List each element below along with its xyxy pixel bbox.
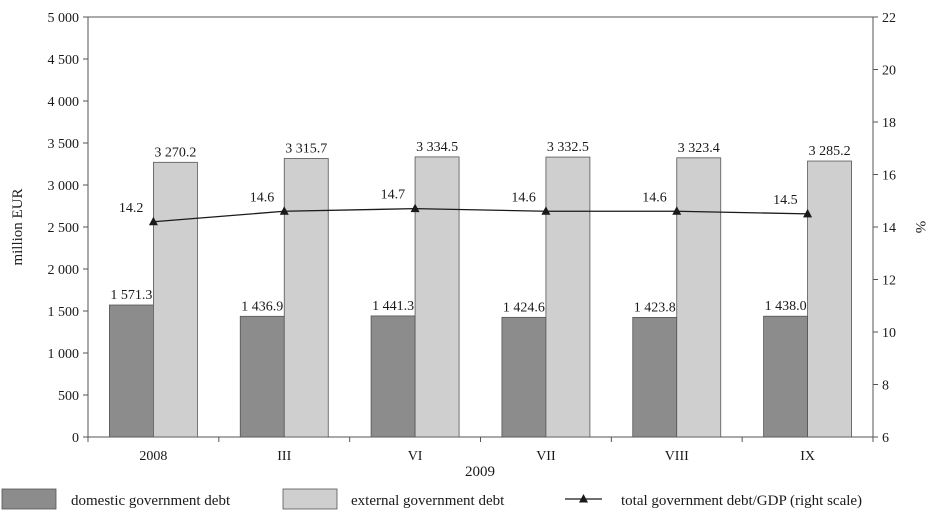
ratio-marker bbox=[672, 206, 682, 215]
left-y-tick-label: 2 000 bbox=[48, 263, 80, 278]
right-y-tick-label: 6 bbox=[882, 431, 889, 446]
ratio-marker bbox=[410, 203, 420, 213]
left-y-tick-label: 4 500 bbox=[48, 53, 80, 68]
y-axis-label-right: % bbox=[912, 221, 928, 234]
left-y-axis: 0 500 1 000 1 500 2 000 2 500 3 000 3 500 4 000 4… bbox=[48, 11, 88, 446]
right-y-tick-label: 18 bbox=[882, 116, 896, 131]
data-label-domestic: 1 436.9 bbox=[241, 299, 283, 314]
bar-domestic bbox=[632, 317, 678, 438]
data-label-ratio: 14.7 bbox=[381, 188, 406, 203]
x-tick-label: IX bbox=[800, 449, 815, 464]
data-label-external: 3 285.2 bbox=[809, 144, 851, 159]
data-label-external: 3 332.5 bbox=[547, 140, 589, 155]
right-y-tick-label: 22 bbox=[882, 11, 896, 26]
ratio-marker bbox=[541, 206, 551, 215]
legend-swatch-external bbox=[282, 488, 338, 510]
x-tick-label: VII bbox=[536, 449, 556, 464]
legend-label-external: external government debt bbox=[351, 493, 505, 509]
plot-area-border bbox=[87, 16, 874, 438]
left-y-tick-label: 2 500 bbox=[48, 221, 80, 236]
left-y-tick-label: 4 000 bbox=[48, 95, 80, 110]
data-label-domestic: 1 571.3 bbox=[110, 288, 152, 303]
legend-label-ratio: total government debt/GDP (right scale) bbox=[621, 493, 862, 509]
data-label-domestic: 1 438.0 bbox=[765, 299, 807, 314]
plot-frame bbox=[87, 16, 874, 438]
bar-external bbox=[283, 158, 329, 438]
y-axis-label-left: million EUR bbox=[10, 188, 26, 265]
data-label-domestic: 1 441.3 bbox=[372, 299, 414, 314]
right-y-axis: 6 8 10 12 14 16 18 20 22 bbox=[873, 11, 896, 446]
legend-swatch-domestic bbox=[1, 488, 57, 510]
right-y-tick-label: 20 bbox=[882, 64, 896, 79]
data-label-ratio: 14.6 bbox=[642, 190, 667, 205]
bar-external bbox=[545, 156, 591, 438]
data-label-domestic: 1 424.6 bbox=[503, 300, 545, 315]
ratio-marker bbox=[279, 206, 289, 215]
data-label-external: 3 270.2 bbox=[154, 145, 196, 160]
bar-domestic bbox=[239, 315, 285, 438]
data-label-ratio: 14.5 bbox=[773, 193, 798, 208]
right-y-tick-label: 14 bbox=[882, 221, 896, 236]
x-axis-title: 2009 bbox=[465, 464, 495, 480]
ratio-marker bbox=[803, 208, 813, 218]
left-y-tick-label: 3 500 bbox=[48, 137, 80, 152]
line-series: 14.2 14.6 14.7 14.6 14.6 14.5 bbox=[119, 188, 813, 226]
data-label-domestic: 1 423.8 bbox=[634, 300, 676, 315]
data-label-ratio: 14.6 bbox=[250, 190, 275, 205]
bar-external bbox=[807, 160, 852, 438]
data-label-ratio: 14.2 bbox=[119, 201, 144, 216]
bar-domestic bbox=[763, 315, 808, 438]
right-y-tick-label: 12 bbox=[882, 274, 896, 289]
x-tick-label: VIII bbox=[665, 449, 689, 464]
bar-domestic bbox=[370, 315, 416, 438]
bar-external bbox=[153, 161, 198, 438]
data-label-external: 3 315.7 bbox=[285, 141, 327, 156]
left-y-tick-label: 5 000 bbox=[48, 11, 80, 26]
ratio-marker bbox=[148, 216, 158, 226]
left-y-tick-label: 3 000 bbox=[48, 179, 80, 194]
x-axis: 2008 III VI VII VIII IX bbox=[87, 437, 874, 464]
bar-external bbox=[676, 157, 722, 438]
legend-label-domestic: domestic government debt bbox=[71, 493, 231, 509]
left-y-tick-label: 500 bbox=[58, 389, 79, 404]
right-y-tick-label: 16 bbox=[882, 169, 896, 184]
bar-series: 1 571.3 3 270.2 1 436.9 3 315.7 1 441.3 3 334… bbox=[109, 140, 852, 438]
bar-domestic bbox=[501, 316, 547, 438]
right-y-tick-label: 8 bbox=[882, 379, 889, 394]
bar-external bbox=[414, 156, 460, 438]
left-y-tick-label: 0 bbox=[72, 431, 79, 446]
left-y-tick-label: 1 000 bbox=[48, 347, 80, 362]
legend: domestic government debt external govern… bbox=[1, 488, 862, 510]
right-y-tick-label: 10 bbox=[882, 326, 896, 341]
ratio-line bbox=[153, 207, 808, 223]
left-y-tick-label: 1 500 bbox=[48, 305, 80, 320]
x-tick-label: VI bbox=[408, 449, 423, 464]
x-tick-label: III bbox=[277, 449, 291, 464]
data-label-external: 3 334.5 bbox=[416, 140, 458, 155]
legend-triangle-marker bbox=[579, 494, 588, 503]
x-tick-label: 2008 bbox=[139, 449, 167, 464]
bar-domestic bbox=[109, 304, 154, 438]
data-label-ratio: 14.6 bbox=[511, 190, 536, 205]
data-label-external: 3 323.4 bbox=[678, 141, 720, 156]
